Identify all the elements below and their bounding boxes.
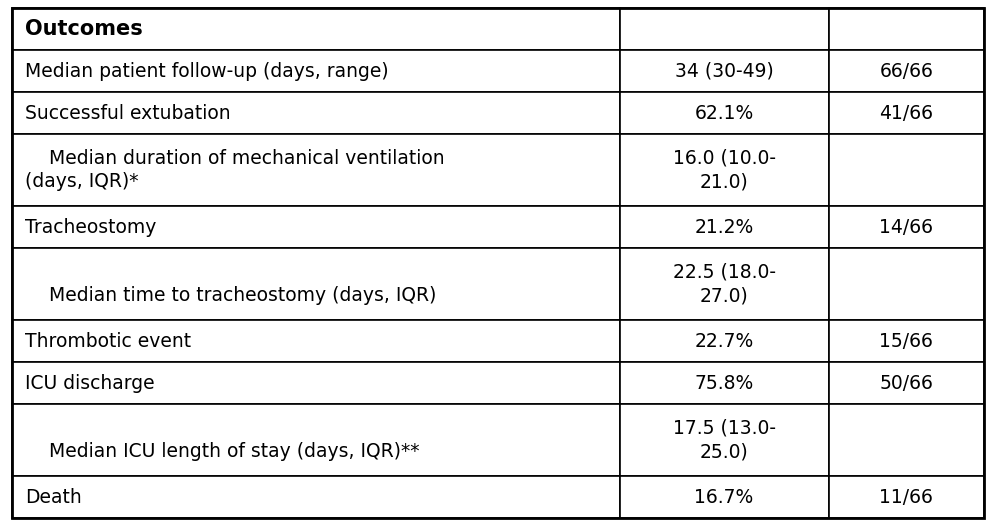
Text: Median time to tracheostomy (days, IQR): Median time to tracheostomy (days, IQR) (25, 263, 436, 305)
Bar (829, 92, 984, 134)
Text: 16.7%: 16.7% (694, 488, 754, 507)
Bar (12, 50, 620, 92)
Text: 11/66: 11/66 (879, 488, 933, 507)
Text: 75.8%: 75.8% (694, 373, 754, 393)
Bar (829, 134, 984, 206)
Bar (620, 362, 829, 404)
Bar (829, 206, 984, 248)
Bar (829, 50, 984, 92)
Text: 34 (30-49): 34 (30-49) (674, 62, 773, 80)
Text: 21.2%: 21.2% (694, 218, 754, 237)
Text: ICU discharge: ICU discharge (25, 373, 154, 393)
Text: 14/66: 14/66 (879, 218, 933, 237)
Bar (620, 320, 829, 362)
Bar (829, 8, 984, 50)
Bar (620, 92, 829, 134)
Bar (620, 206, 829, 248)
Text: 66/66: 66/66 (879, 62, 933, 80)
Bar (12, 476, 620, 518)
Bar (12, 92, 620, 134)
Bar (620, 404, 829, 476)
Bar (829, 476, 984, 518)
Bar (12, 320, 620, 362)
Bar (12, 206, 620, 248)
Text: Tracheostomy: Tracheostomy (25, 218, 156, 237)
Text: Death: Death (25, 488, 82, 507)
Bar (620, 8, 829, 50)
Text: Successful extubation: Successful extubation (25, 104, 230, 123)
Text: Median duration of mechanical ventilation
(days, IQR)*: Median duration of mechanical ventilatio… (25, 149, 444, 191)
Bar (829, 404, 984, 476)
Bar (620, 50, 829, 92)
Text: Thrombotic event: Thrombotic event (25, 331, 191, 350)
Text: 22.5 (18.0-
27.0): 22.5 (18.0- 27.0) (672, 263, 776, 305)
Bar (829, 248, 984, 320)
Text: 41/66: 41/66 (879, 104, 933, 123)
Text: 50/66: 50/66 (879, 373, 933, 393)
Bar (620, 134, 829, 206)
Text: 62.1%: 62.1% (694, 104, 754, 123)
Bar (12, 8, 620, 50)
Text: Median ICU length of stay (days, IQR)**: Median ICU length of stay (days, IQR)** (25, 419, 419, 461)
Text: 16.0 (10.0-
21.0): 16.0 (10.0- 21.0) (672, 149, 776, 191)
Bar (12, 362, 620, 404)
Bar (829, 320, 984, 362)
Text: Outcomes: Outcomes (25, 19, 142, 39)
Bar (620, 248, 829, 320)
Text: 22.7%: 22.7% (694, 331, 754, 350)
Text: 15/66: 15/66 (879, 331, 933, 350)
Bar (12, 248, 620, 320)
Bar (12, 404, 620, 476)
Bar (620, 476, 829, 518)
Text: 17.5 (13.0-
25.0): 17.5 (13.0- 25.0) (672, 419, 776, 461)
Text: Median patient follow-up (days, range): Median patient follow-up (days, range) (25, 62, 388, 80)
Bar (12, 134, 620, 206)
Bar (829, 362, 984, 404)
